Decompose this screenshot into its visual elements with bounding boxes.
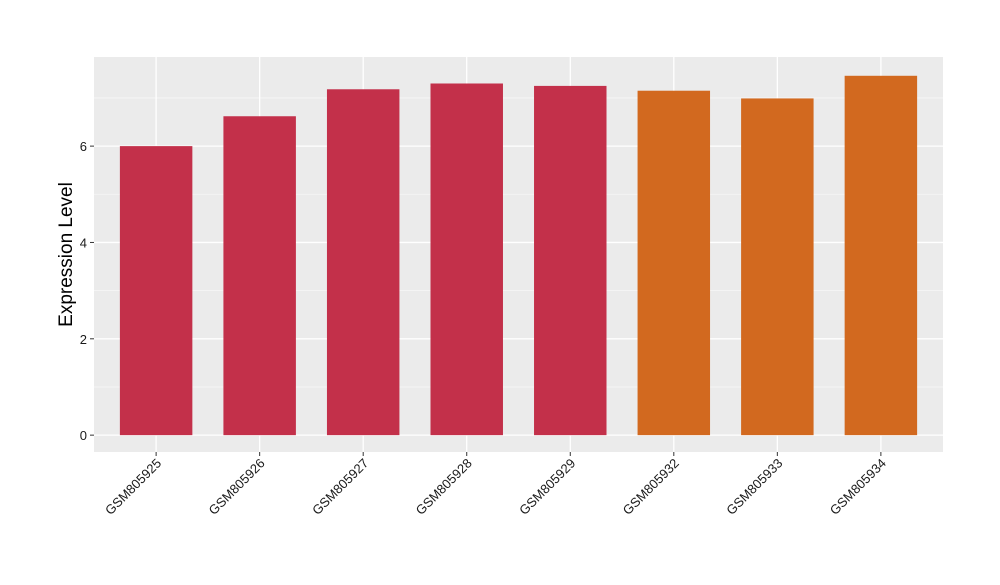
x-tick-label: GSM805927 xyxy=(309,456,371,518)
y-tick-label: 6 xyxy=(80,139,87,154)
plot-panel xyxy=(94,57,943,452)
x-tick-label: GSM805928 xyxy=(413,456,475,518)
bar-gsm805925 xyxy=(119,146,193,436)
y-tick-label: 0 xyxy=(80,428,87,443)
x-tick-label: GSM805932 xyxy=(620,456,682,518)
x-tick-label: GSM805933 xyxy=(723,456,785,518)
bars xyxy=(119,75,918,436)
x-axis: GSM805925 GSM805926 GSM805927 GSM805928 GSM8… xyxy=(102,452,889,518)
bar-gsm805932 xyxy=(637,90,711,436)
y-axis-label: Expression Level xyxy=(56,182,77,327)
x-tick-label: GSM805929 xyxy=(516,456,578,518)
x-tick-label: GSM805926 xyxy=(206,456,268,518)
x-tick-label: GSM805934 xyxy=(827,456,889,518)
bar-gsm805929 xyxy=(534,85,607,436)
y-tick-label: 4 xyxy=(80,235,87,250)
y-axis: 0 2 4 6 xyxy=(80,139,94,443)
y-tick-label: 2 xyxy=(80,332,87,347)
x-tick-label: GSM805925 xyxy=(102,456,164,518)
bar-gsm805926 xyxy=(223,116,296,436)
bar-gsm805934 xyxy=(844,75,918,436)
bar-gsm805927 xyxy=(326,89,400,436)
bar-gsm805928 xyxy=(430,83,503,436)
bar-gsm805933 xyxy=(741,98,814,436)
